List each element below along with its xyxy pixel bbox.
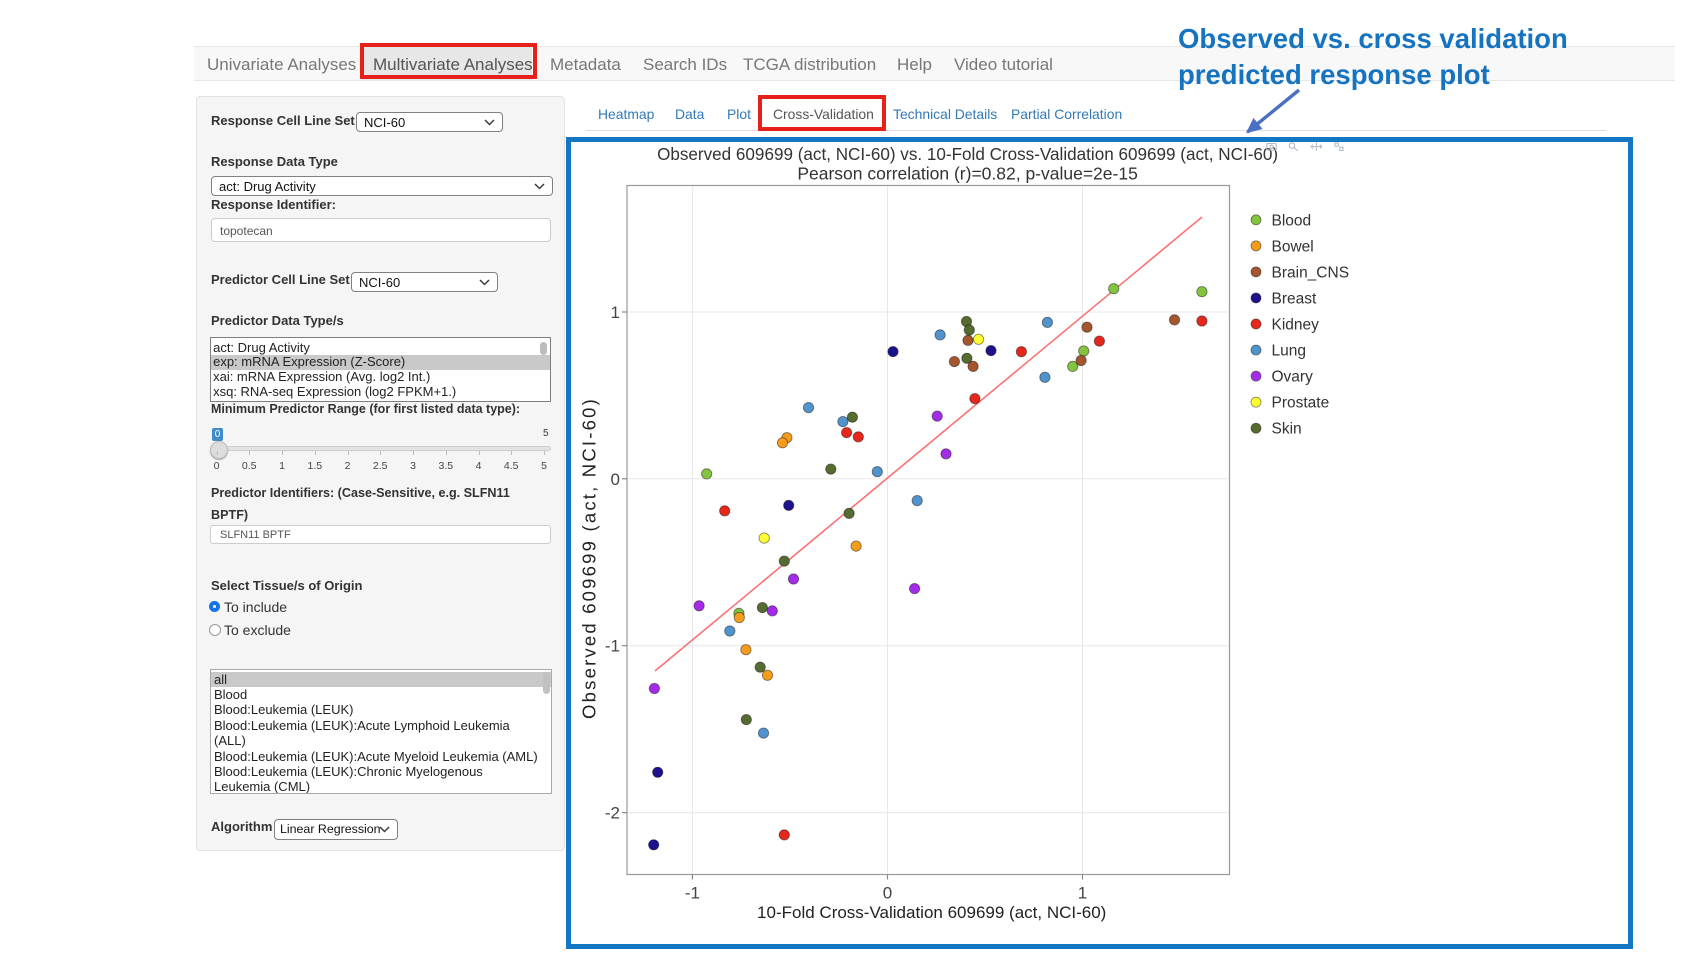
svg-text:Skin: Skin — [1272, 421, 1302, 438]
svg-text:1: 1 — [611, 303, 620, 322]
svg-text:1: 1 — [1078, 884, 1087, 903]
svg-text:Brain_CNS: Brain_CNS — [1272, 264, 1350, 281]
svg-text:Lung: Lung — [1272, 343, 1306, 360]
svg-text:Prostate: Prostate — [1272, 395, 1330, 412]
svg-text:0: 0 — [611, 470, 620, 489]
svg-text:Observed 609699 (act, NCI-60): Observed 609699 (act, NCI-60) — [579, 397, 600, 719]
svg-text:-2: -2 — [605, 804, 620, 823]
svg-text:-1: -1 — [605, 637, 620, 656]
svg-text:Kidney: Kidney — [1272, 317, 1320, 334]
svg-text:Pearson correlation (r)=0.82,: Pearson correlation (r)=0.82, p-value=2e… — [797, 163, 1137, 183]
svg-text:-1: -1 — [685, 884, 700, 903]
svg-text:10-Fold Cross-Validation 60969: 10-Fold Cross-Validation 609699 (act, NC… — [757, 903, 1106, 922]
svg-text:Bowel: Bowel — [1272, 238, 1314, 255]
svg-text:Ovary: Ovary — [1272, 369, 1314, 386]
svg-text:Breast: Breast — [1272, 290, 1317, 307]
svg-text:0: 0 — [883, 884, 892, 903]
svg-text:Blood: Blood — [1272, 212, 1312, 229]
svg-text:Observed 609699 (act, NCI-60): Observed 609699 (act, NCI-60) vs. 10-Fol… — [657, 145, 1278, 164]
